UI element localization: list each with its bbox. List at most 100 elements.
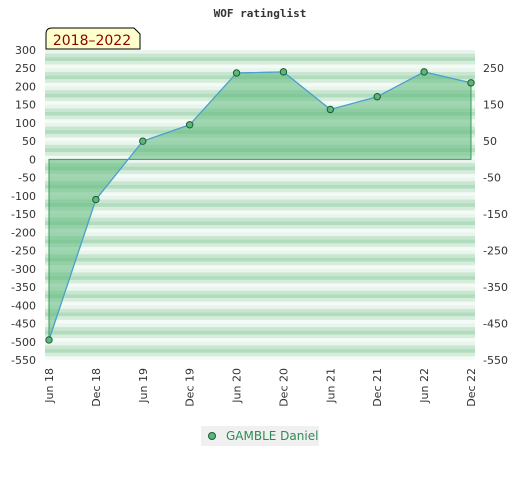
background-band [45, 290, 475, 295]
y-tick-label: -250 [11, 245, 36, 258]
background-band [45, 323, 475, 328]
background-band [45, 261, 475, 266]
y-tick-label: -300 [11, 263, 36, 276]
background-band [45, 341, 475, 346]
y-tick-label: -550 [11, 354, 36, 367]
background-band [45, 265, 475, 270]
data-points [45, 68, 475, 344]
x-tick-label: Jun 19 [137, 368, 150, 404]
background-band [45, 68, 475, 73]
data-point [185, 121, 194, 129]
background-band [45, 221, 475, 226]
y-tick-label-right: -350 [483, 281, 508, 294]
background-band [45, 308, 475, 313]
x-tick-label: Jun 18 [43, 368, 56, 404]
background-band [45, 206, 475, 211]
y-tick-label: 50 [22, 135, 36, 148]
series-line [48, 71, 472, 341]
background-band [45, 239, 475, 244]
data-point [326, 105, 335, 114]
legend-label: GAMBLE Daniel [226, 429, 318, 443]
x-tick-label: Jun 22 [418, 368, 431, 404]
background-band [45, 272, 475, 277]
background-band [45, 330, 475, 335]
background-band [45, 64, 475, 69]
y-tick-label: -400 [11, 299, 36, 312]
data-point [45, 336, 53, 344]
background-band [45, 181, 475, 186]
background-band [45, 236, 475, 240]
background-band [45, 298, 475, 302]
background-band [45, 319, 475, 324]
data-point [139, 137, 147, 145]
x-tick-label: Jun 20 [231, 368, 244, 404]
legend-box [201, 426, 319, 446]
background-band [45, 246, 475, 251]
data-point [467, 79, 475, 87]
y-tick-label-right: -550 [483, 354, 508, 367]
x-tick-label: Jun 21 [324, 368, 337, 404]
period-badge-box [45, 27, 141, 50]
background-band [45, 232, 475, 237]
y-tick-label: -100 [11, 190, 36, 203]
background-band [45, 166, 475, 171]
y-tick-label: -200 [11, 226, 36, 239]
background-band [45, 174, 475, 178]
background-band [45, 217, 475, 222]
data-point [373, 92, 381, 101]
y-tick-label: -350 [11, 281, 36, 294]
background-band [45, 345, 475, 350]
x-axis: Jun 18 Dec 18 Jun 19 Dec 19 Jun 20 Dec 20 Jun … [43, 368, 478, 407]
background-band [45, 276, 475, 281]
background-band [45, 338, 475, 343]
x-tick-label: Dec 21 [371, 368, 384, 407]
background-band [45, 268, 475, 273]
y-tick-label: 250 [15, 62, 36, 75]
y-tick-label-right: -250 [483, 245, 508, 258]
y-tick-label-right: -450 [483, 318, 508, 331]
background-band [45, 334, 475, 339]
y-tick-label-right: 250 [483, 62, 504, 75]
background-band [45, 177, 475, 182]
background-band [45, 184, 475, 189]
background-band [45, 57, 475, 62]
background-band [45, 228, 475, 233]
background-band [45, 316, 475, 321]
background-band [45, 50, 475, 54]
data-point [279, 68, 288, 76]
data-point [232, 69, 241, 77]
y-tick-label-right: -50 [483, 172, 501, 185]
background-band [45, 352, 475, 357]
background-band [45, 159, 475, 164]
x-tick-label: Dec 22 [465, 368, 478, 407]
y-tick-label: -450 [11, 318, 36, 331]
background-band [45, 225, 475, 230]
background-band [45, 163, 475, 168]
background-band [45, 312, 475, 317]
legend: GAMBLE Daniel [201, 426, 319, 446]
background-band [45, 356, 475, 361]
background-band [45, 287, 475, 292]
background-band [45, 301, 475, 306]
y-tick-label: 0 [29, 153, 36, 166]
background-band [45, 203, 475, 208]
background-band [45, 243, 475, 248]
y-axis-left: 300 250 200 150 100 50 0 -50 -100 -150 -200 -250 -30… [11, 44, 36, 367]
background-band [45, 210, 475, 215]
background-band [45, 170, 475, 175]
background-band [45, 199, 475, 204]
legend-marker [208, 432, 216, 440]
y-tick-label: 300 [15, 44, 36, 57]
background-band [45, 53, 475, 58]
y-tick-label: 150 [15, 99, 36, 112]
background-band [45, 257, 475, 262]
background-band [45, 188, 475, 193]
y-tick-label: 100 [15, 117, 36, 130]
background-band [45, 192, 475, 197]
background-band [45, 195, 475, 200]
x-tick-label: Dec 18 [90, 368, 103, 407]
background-band [45, 327, 475, 332]
x-tick-label: Dec 20 [277, 368, 290, 407]
background-band [45, 254, 475, 259]
